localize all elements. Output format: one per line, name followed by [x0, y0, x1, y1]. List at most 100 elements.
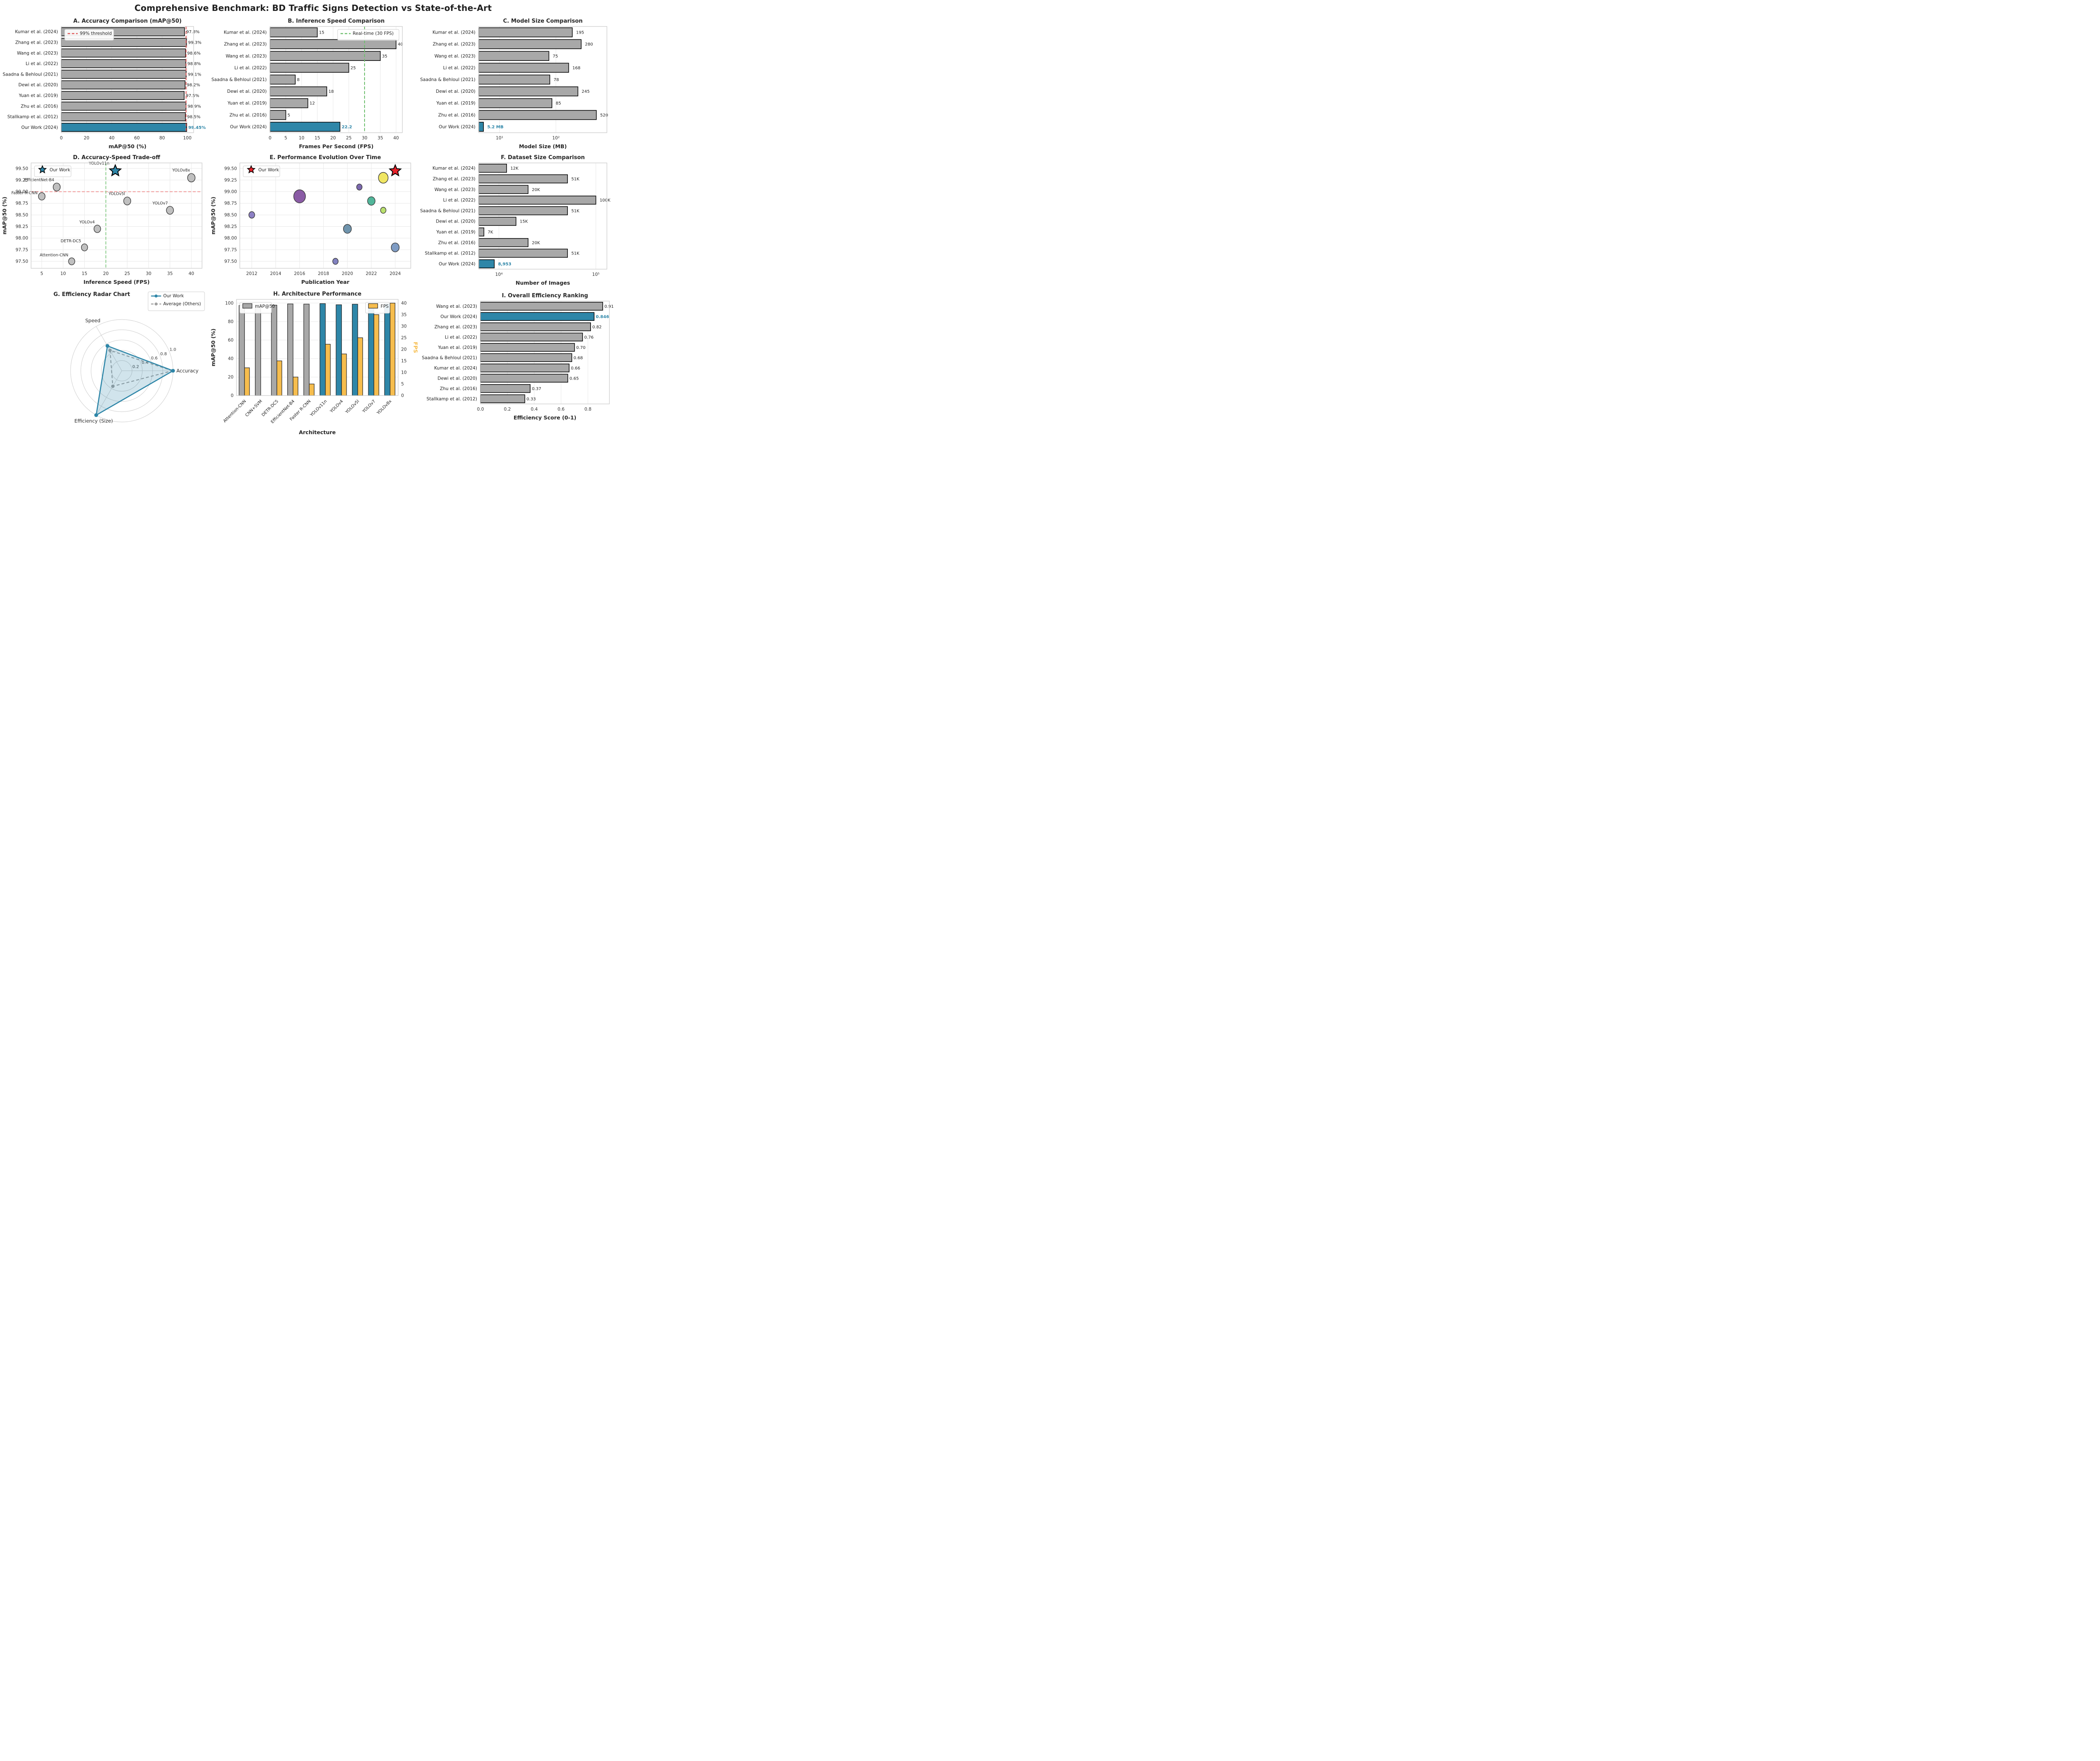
x-tick-label: 25 [346, 136, 352, 141]
y-tick-label: 98.50 [16, 212, 28, 218]
value-label: 5 [288, 113, 290, 118]
y-tick-label: 98.00 [224, 236, 237, 241]
subplot-title: C. Model Size Comparison [503, 18, 583, 24]
map-bar [336, 304, 342, 396]
x-tick-label: 5 [40, 271, 43, 276]
category-label: Zhang et al. (2023) [15, 40, 58, 45]
bar [478, 51, 549, 61]
value-label: 0.66 [571, 366, 580, 371]
panel-c-model-size: 10¹ 10² Kumar et al. (2024) 195 Zhang et al.… [417, 16, 626, 152]
radar-vertex [111, 384, 115, 388]
category-label: Yuan et al. (2019) [436, 101, 475, 106]
radar-vertex [105, 344, 110, 348]
category-label: Zhang et al. (2023) [224, 42, 267, 47]
plot-frame [480, 301, 610, 404]
bar [478, 227, 484, 237]
bar [480, 312, 595, 321]
category-label: Wang et al. (2023) [226, 54, 267, 59]
y-tick-label: 99.00 [16, 189, 28, 194]
x-tick-label: 2022 [366, 271, 377, 276]
x-tick-label: YOLOv7 [361, 399, 376, 414]
value-label: 51K [571, 252, 580, 256]
value-label: 40 [398, 42, 403, 47]
data-point [293, 189, 306, 203]
data-point [391, 242, 400, 252]
bar [61, 102, 186, 111]
category-label: Stallkamp et al. (2012) [425, 251, 475, 256]
y-tick-label-right: 40 [401, 301, 407, 306]
chart-a-canvas: 0 20 40 60 80 100 Kumar et al. (2024) 97.8% Zhan… [3, 18, 206, 149]
x-tick-label: 10¹ [496, 136, 503, 141]
value-label: 0.82 [592, 325, 601, 330]
map-bar [303, 304, 310, 396]
category-label: Wang et al. (2023) [434, 54, 475, 59]
value-label: 0.70 [576, 346, 585, 350]
category-label: Dewi et al. (2020) [227, 89, 267, 94]
x-tick-label: 80 [159, 136, 165, 141]
legend-sample-patch [368, 303, 378, 309]
point-label: Attention-CNN [40, 253, 68, 257]
point-label: EfficientNet-B4 [24, 178, 54, 182]
value-label: 35 [382, 54, 388, 59]
bar [270, 86, 327, 97]
data-point [68, 257, 75, 265]
bar [270, 98, 308, 108]
value-label: 51K [571, 209, 580, 213]
y-tick-label: 99.50 [16, 166, 28, 171]
radar-polygon [109, 350, 173, 387]
x-axis-label: Publication Year [301, 279, 349, 285]
chart-c-canvas: 10¹ 10² Kumar et al. (2024) 195 Zhang et al.… [420, 18, 608, 149]
legend-sample-patch [242, 303, 252, 309]
value-label: 99.3% [188, 40, 202, 45]
map-bar [384, 303, 391, 396]
data-point [367, 196, 375, 206]
value-label: 520 [600, 113, 608, 118]
plot-frame [31, 162, 202, 269]
bar [478, 185, 529, 194]
data-point [187, 173, 196, 183]
radar-spoke [96, 370, 122, 415]
y-tick-label: 98.00 [16, 236, 28, 241]
bar [478, 98, 552, 108]
x-tick-label: 10⁴ [495, 272, 503, 277]
chart-e-canvas: 2012 2014 2016 2018 2020 2022 2024 97.50 97.75 98… [210, 155, 411, 285]
radar-axis-label: Speed [85, 317, 100, 323]
x-tick-label: 40 [393, 136, 399, 141]
x-tick-label: 35 [378, 136, 383, 141]
bar [61, 91, 185, 100]
y-tick-label: 99.25 [16, 178, 28, 183]
x-axis-label: Efficiency Score (0-1) [514, 414, 576, 421]
category-label: Saadna & Behloul (2021) [3, 72, 58, 77]
legend-label: Average (Others) [163, 301, 201, 307]
bar [480, 384, 531, 393]
x-axis-label: Architecture [299, 429, 336, 435]
fps-bar [325, 344, 331, 396]
y-tick-label: 97.50 [16, 259, 28, 264]
value-label: 98.9% [188, 104, 201, 109]
bar [270, 63, 349, 73]
value-label: 8,953 [498, 262, 512, 267]
x-tick-label: 20 [84, 136, 89, 141]
y-axis-label: mAP@50 (%) [210, 197, 216, 234]
x-axis-label: mAP@50 (%) [108, 143, 146, 149]
x-tick-label: 2014 [270, 271, 281, 276]
bar [480, 322, 591, 331]
panel-d-accuracy-speed-tradeoff: 5 10 15 20 25 30 35 40 97.50 97.75 98.00 98.25 98.50… [0, 152, 209, 288]
radar-vertex [171, 369, 175, 373]
category-label: Kumar et al. (2024) [433, 166, 475, 171]
bar [480, 343, 575, 352]
category-label: Kumar et al. (2024) [15, 29, 58, 34]
y-tick-label-left: 0 [231, 393, 234, 398]
data-point [166, 206, 174, 215]
chart-g-canvas: 0.20.40.60.81.0 Accuracy Speed Efficiency (… [53, 291, 205, 424]
benchmark-figure: Comprehensive Benchmark: BD Traffic Sign… [0, 0, 626, 440]
radar-tick-label: 1.0 [170, 347, 176, 352]
point-label: Faster R-CNN [11, 191, 37, 196]
chart-b-canvas: 0 5 10 15 20 25 30 35 40 Kumar et al. (2024) 15 Zha… [211, 18, 403, 149]
category-label: Dewi et al. (2020) [436, 89, 475, 94]
map-bar [271, 305, 277, 396]
value-label: 0.33 [527, 397, 536, 401]
y-tick-label-right: 35 [401, 312, 407, 317]
fps-bar [390, 303, 396, 396]
x-tick-label: 2012 [246, 271, 257, 276]
